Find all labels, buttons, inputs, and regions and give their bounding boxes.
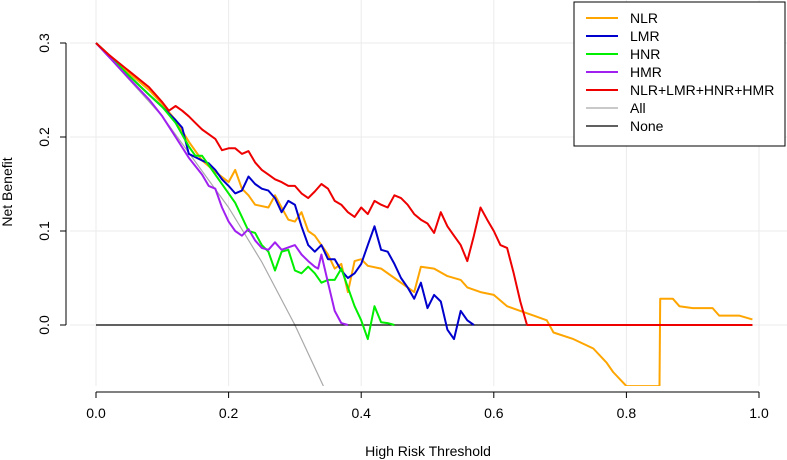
x-tick-label: 0.6 bbox=[484, 405, 504, 421]
x-axis-title: High Risk Threshold bbox=[365, 443, 491, 459]
x-tick-label: 1.0 bbox=[749, 405, 769, 421]
y-tick-label: 0.2 bbox=[36, 127, 52, 147]
series-line-all bbox=[95, 42, 324, 386]
series-line-hnr bbox=[95, 42, 395, 341]
legend-item-none: None bbox=[586, 118, 664, 134]
legend-item-all: All bbox=[586, 100, 646, 116]
x-tick-label: 0.8 bbox=[617, 405, 637, 421]
legend-label: LMR bbox=[630, 28, 660, 44]
legend-label: HNR bbox=[630, 46, 660, 62]
legend-label: NLR bbox=[630, 10, 658, 26]
series-line-nlr-lmr-hnr-hmr bbox=[95, 42, 753, 326]
y-tick-label: 0.0 bbox=[36, 315, 52, 335]
legend-item-hmr: HMR bbox=[586, 64, 662, 80]
legend-label: NLR+LMR+HNR+HMR bbox=[630, 82, 774, 98]
legend-label: None bbox=[630, 118, 664, 134]
legend-label: All bbox=[630, 100, 646, 116]
series-line-lmr bbox=[95, 42, 475, 341]
legend-label: HMR bbox=[630, 64, 662, 80]
legend-item-hnr: HNR bbox=[586, 46, 660, 62]
y-tick-label: 0.3 bbox=[36, 33, 52, 53]
series-line-hmr bbox=[95, 42, 349, 326]
legend: NLR LMR HNR HMR NLR+LMR+HNR+HMR All None bbox=[573, 1, 786, 147]
y-tick-label: 0.1 bbox=[36, 221, 52, 241]
legend-item-nlr-lmr-hnr-hmr: NLR+LMR+HNR+HMR bbox=[586, 82, 774, 98]
y-axis-title: Net Benefit bbox=[0, 157, 15, 226]
legend-box bbox=[573, 1, 786, 147]
legend-item-nlr: NLR bbox=[586, 10, 658, 26]
series-line-nlr bbox=[95, 42, 753, 386]
axes: 0.0 0.2 0.4 0.6 0.8 1.0 0.0 0.1 0.2 0.3 bbox=[36, 33, 769, 421]
x-tick-label: 0.2 bbox=[219, 405, 239, 421]
series-lines bbox=[95, 42, 753, 386]
x-tick-label: 0.0 bbox=[86, 405, 106, 421]
x-tick-label: 0.4 bbox=[351, 405, 371, 421]
legend-item-lmr: LMR bbox=[586, 28, 660, 44]
